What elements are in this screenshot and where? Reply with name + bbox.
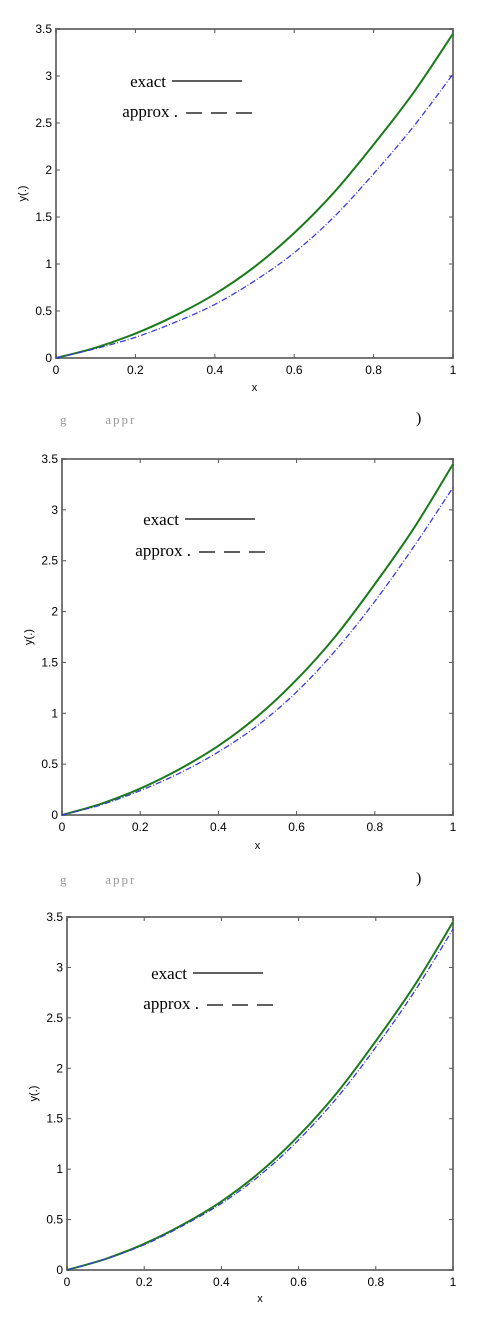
figure-caption-1: g appr )	[0, 408, 481, 432]
y-tick-label: 2	[51, 605, 58, 619]
y-tick-label: 3	[51, 503, 58, 517]
y-tick-label: 1.5	[41, 655, 58, 669]
x-tick-label: 0	[53, 363, 60, 377]
caption-faded-text: g appr	[60, 412, 200, 427]
y-tick-label: 0.5	[46, 1213, 63, 1227]
x-tick-label: 0.6	[286, 363, 303, 377]
legend-label-approx: approx .	[143, 994, 199, 1013]
x-tick-label: 0.2	[132, 820, 149, 834]
series-line-approx	[66, 928, 454, 1271]
chart-1: 0 0.2 0.4 0.6 0.8 1 0 0.5 1 1.5 2 2.5 3 3.5 x y(.) exact…	[17, 22, 457, 394]
y-tick-label: 1.5	[46, 1112, 63, 1126]
y-tick-label: 2.5	[46, 1011, 63, 1025]
x-tick-label: 0.4	[210, 820, 227, 834]
chart-3: 0 0.2 0.4 0.6 0.8 1 0 0.5 1 1.5 2 2.5 3 3.5 x y(.) exact…	[28, 910, 457, 1305]
x-tick-label: 0.6	[290, 1275, 307, 1289]
caption-paren: )	[416, 410, 422, 427]
series-line-exact	[61, 463, 454, 816]
plot-frame	[61, 458, 454, 816]
y-tick-label: 0	[56, 1263, 63, 1277]
series-line-approx	[55, 73, 454, 359]
y-tick-label: 2.5	[35, 116, 52, 130]
x-tick-label: 0	[64, 1275, 71, 1289]
chart-2: 0 0.2 0.4 0.6 0.8 1 0 0.5 1 1.5 2 2.5 3 3.5 x y(.) exact…	[23, 452, 457, 852]
x-axis-label: x	[255, 840, 261, 852]
x-tick-label: 1	[450, 820, 457, 834]
x-axis-label: x	[257, 1293, 263, 1305]
figure-caption-2: g appr )	[0, 868, 481, 892]
y-axis-label: y(.)	[23, 629, 35, 645]
y-tick-label: 0.5	[41, 757, 58, 771]
x-tick-label: 0	[59, 820, 66, 834]
series-line-exact	[55, 33, 454, 359]
plot-frame	[66, 916, 454, 1271]
y-tick-label: 1	[45, 257, 52, 271]
y-tick-label: 1	[51, 706, 58, 720]
y-axis-label: y(.)	[17, 186, 29, 202]
y-tick-label: 1.5	[35, 210, 52, 224]
y-tick-label: 3	[56, 960, 63, 974]
y-tick-label: 3.5	[41, 452, 58, 466]
y-axis-label: y(.)	[28, 1086, 40, 1102]
legend-label-approx: approx .	[135, 541, 191, 560]
x-tick-label: 1	[450, 1275, 457, 1289]
x-tick-label: 0.2	[127, 363, 144, 377]
y-tick-label: 3.5	[46, 910, 63, 924]
y-tick-label: 0	[51, 808, 58, 822]
y-tick-label: 1	[56, 1162, 63, 1176]
x-tick-label: 0.4	[206, 363, 223, 377]
caption-paren: )	[416, 870, 422, 887]
legend-label-exact: exact	[130, 72, 166, 91]
y-tick-label: 2	[45, 163, 52, 177]
x-tick-label: 0.6	[288, 820, 305, 834]
series-line-approx	[61, 487, 454, 816]
legend-label-exact: exact	[143, 510, 179, 529]
x-tick-label: 0.2	[136, 1275, 153, 1289]
series-line-exact	[66, 921, 454, 1271]
y-tick-label: 2	[56, 1061, 63, 1075]
x-tick-label: 0.8	[365, 363, 382, 377]
y-tick-label: 3	[45, 69, 52, 83]
x-tick-label: 0.4	[213, 1275, 230, 1289]
y-tick-label: 0.5	[35, 304, 52, 318]
y-tick-label: 2.5	[41, 554, 58, 568]
x-axis-label: x	[252, 382, 258, 394]
x-tick-label: 1	[450, 363, 457, 377]
x-tick-label: 0.8	[367, 1275, 384, 1289]
legend-label-approx: approx .	[122, 102, 178, 121]
caption-faded-text: g appr	[60, 872, 200, 887]
x-tick-label: 0.8	[366, 820, 383, 834]
y-tick-label: 0	[45, 351, 52, 365]
legend-label-exact: exact	[151, 964, 187, 983]
y-tick-label: 3.5	[35, 22, 52, 36]
plot-frame	[55, 28, 454, 359]
